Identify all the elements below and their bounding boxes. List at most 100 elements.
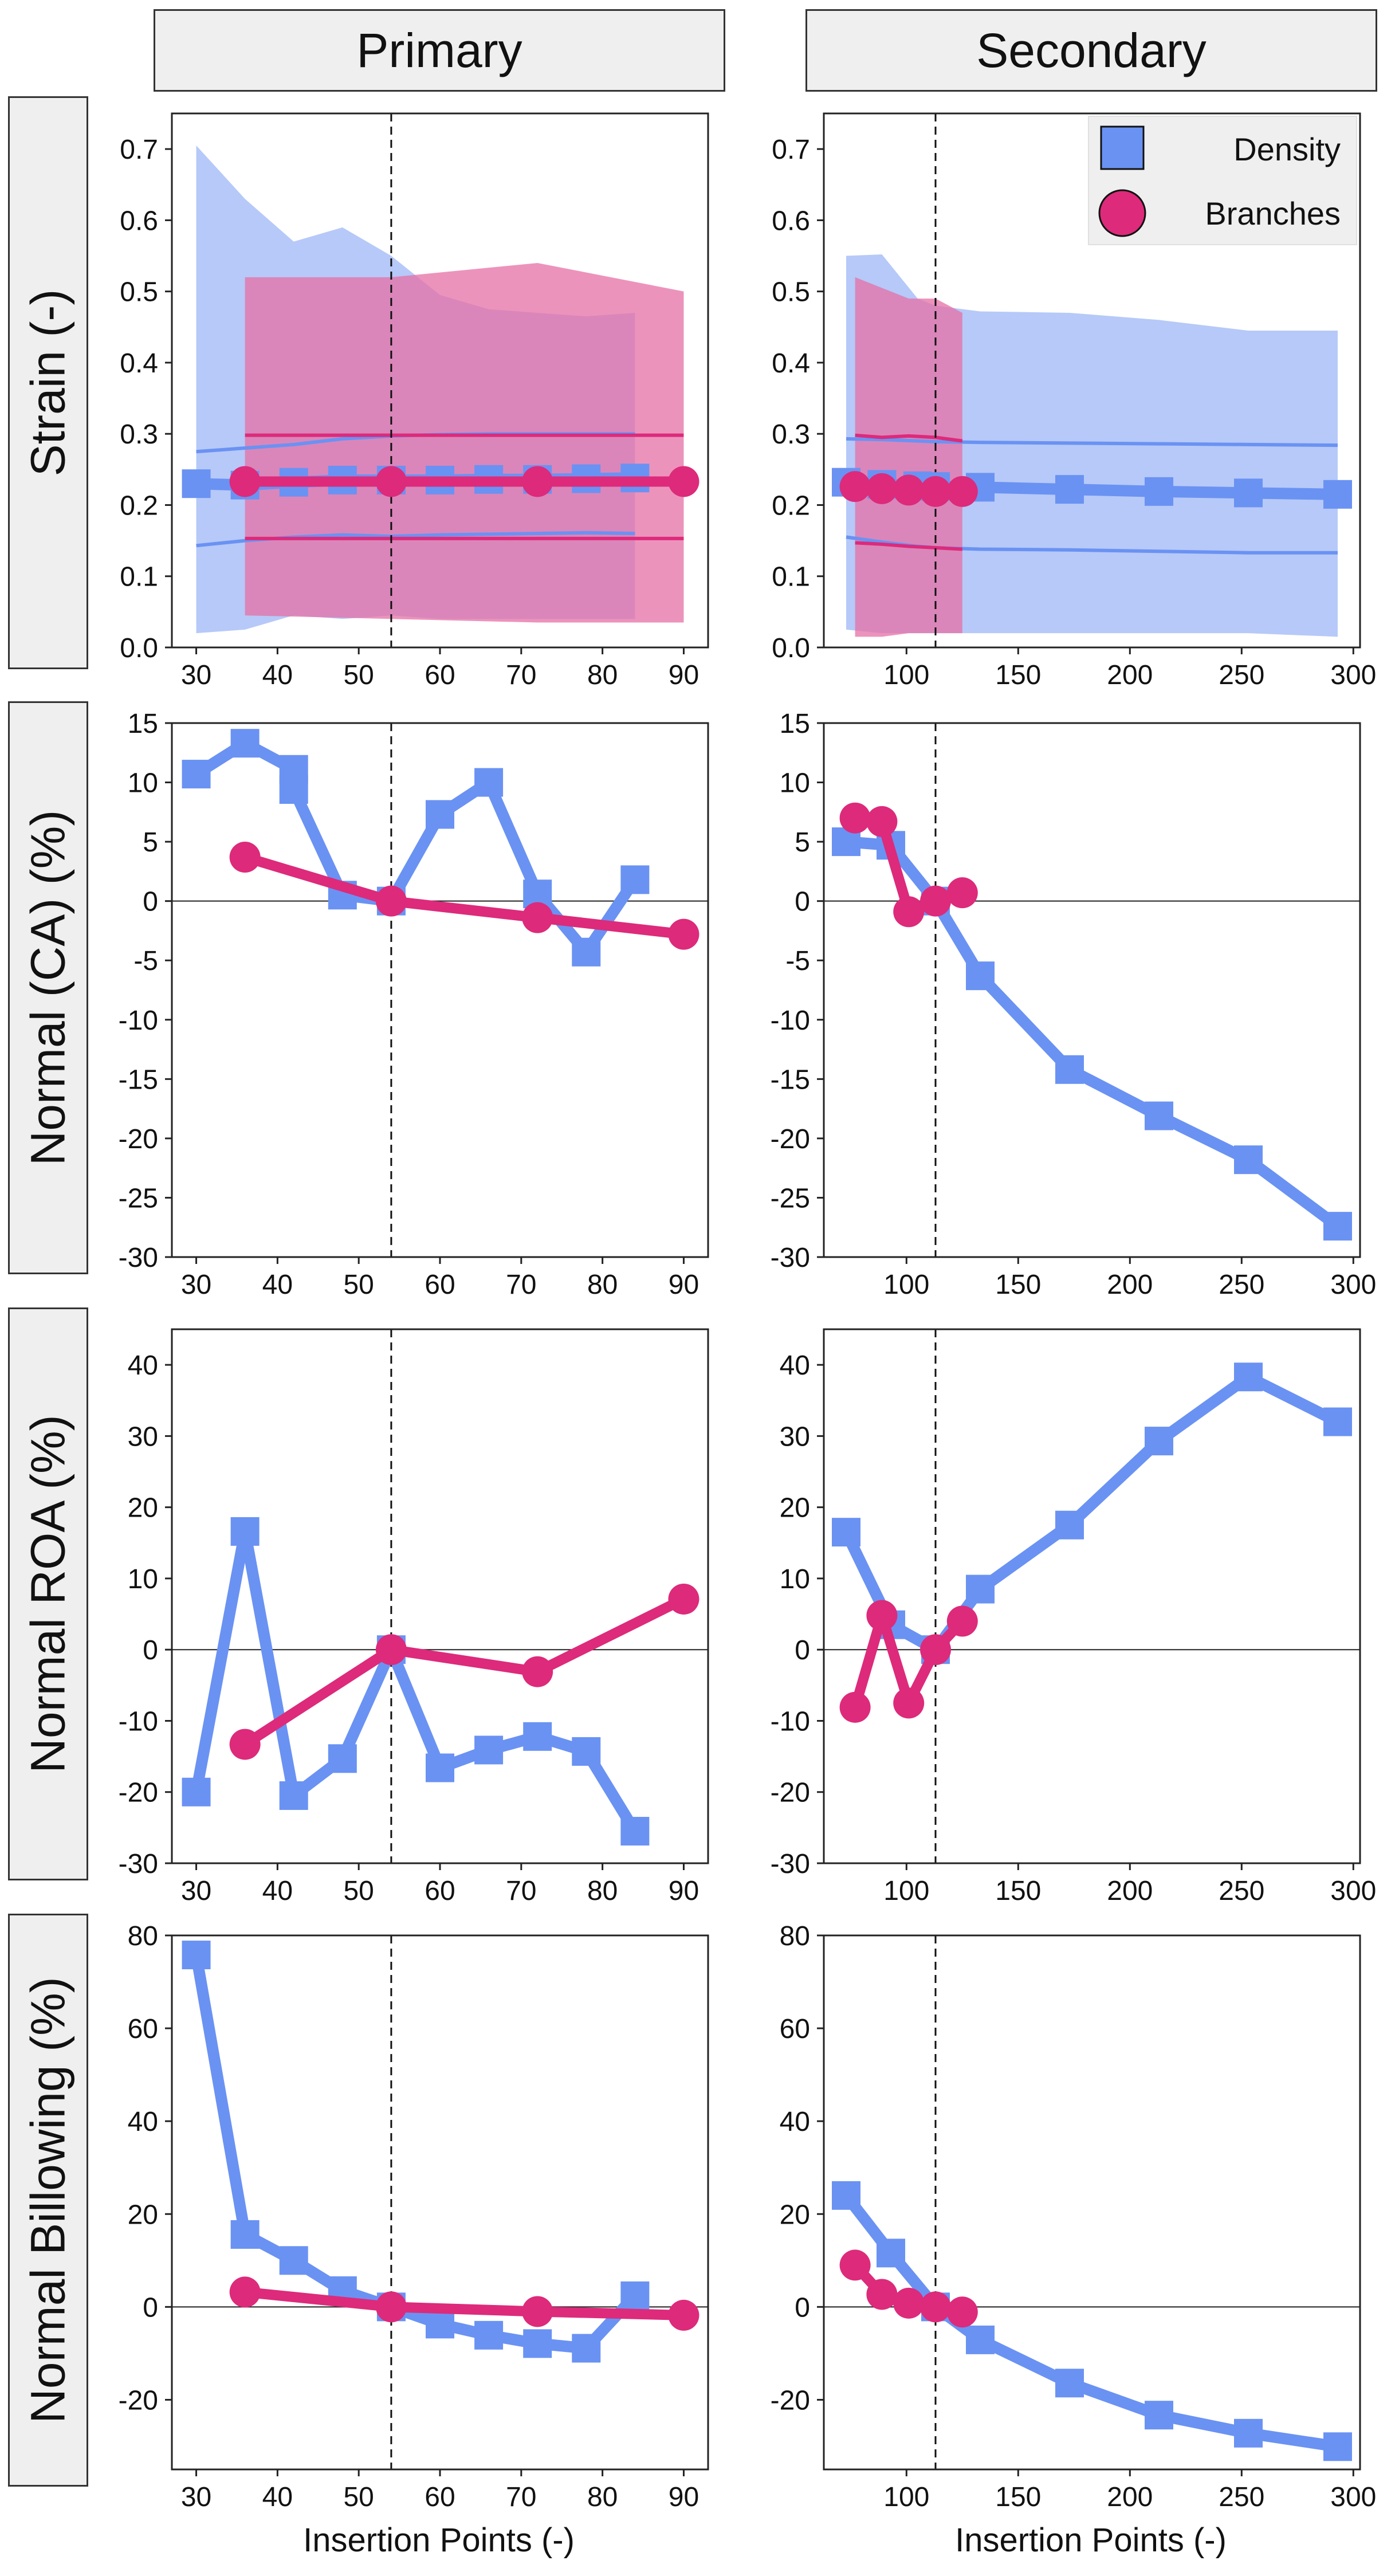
y-tick-label: 0.3 — [120, 419, 158, 450]
y-tick-label: 10 — [128, 1564, 158, 1595]
density-point — [474, 1735, 504, 1765]
density-point — [1323, 480, 1352, 509]
y-tick-label: -15 — [119, 1065, 158, 1095]
density-point — [426, 800, 454, 829]
x-tick-label: 80 — [587, 2482, 618, 2512]
density-series-line — [190, 1525, 640, 1835]
x-tick-label: 60 — [425, 1876, 455, 1906]
branches-range-band — [855, 277, 962, 637]
density-point — [966, 961, 995, 991]
branches-point — [839, 2249, 871, 2281]
density-point — [572, 1737, 601, 1766]
y-tick-label: -20 — [119, 1124, 158, 1155]
x-tick-label: 100 — [883, 1270, 929, 1300]
x-tick-label: 150 — [995, 2482, 1041, 2512]
y-tick-label: -25 — [771, 1183, 810, 1214]
y-tick-label: 0.0 — [120, 633, 158, 663]
x-axis-label-primary: Insertion Points (-) — [303, 2522, 575, 2559]
density-point — [182, 469, 211, 498]
y-tick-label: 0.1 — [120, 562, 158, 592]
density-point — [572, 2334, 601, 2363]
y-tick-label: 15 — [128, 709, 158, 739]
branches-point — [375, 2291, 407, 2323]
y-tick-label: 80 — [128, 1921, 158, 1951]
y-tick-label: -30 — [119, 1243, 158, 1273]
branches-point — [866, 2279, 898, 2310]
plot-area-0-1 — [832, 113, 1352, 647]
x-tick-label: 50 — [343, 1876, 374, 1906]
x-tick-label: 60 — [425, 1270, 455, 1300]
y-tick-label: -20 — [771, 2385, 810, 2416]
y-tick-label: 0.4 — [120, 348, 158, 379]
x-tick-label: 60 — [425, 2482, 455, 2512]
branches-point — [839, 471, 871, 502]
x-tick-label: 150 — [995, 1876, 1041, 1906]
density-point — [426, 2310, 454, 2339]
branches-series-line — [243, 852, 685, 940]
branches-point — [522, 2296, 553, 2327]
y-tick-label: 20 — [128, 2200, 158, 2230]
y-tick-label: -10 — [119, 1706, 158, 1737]
y-tick-label: 0.6 — [120, 206, 158, 236]
branches-series-line — [244, 2287, 684, 2320]
y-tick-label: -15 — [771, 1065, 810, 1095]
branches-point — [839, 1691, 871, 1723]
x-tick-label: 30 — [181, 2482, 211, 2512]
x-axis-label-secondary: Insertion Points (-) — [955, 2522, 1227, 2559]
x-tick-label: 70 — [506, 660, 536, 690]
branches-point — [375, 1634, 407, 1666]
plot-area-2-1 — [824, 1329, 1360, 1863]
density-point — [1055, 2369, 1084, 2398]
branches-point — [866, 1600, 898, 1631]
density-point — [966, 1574, 995, 1604]
branches-std-lower-line — [855, 541, 962, 551]
branches-point — [866, 473, 898, 504]
plot-area-3-1 — [824, 1935, 1360, 2469]
x-tick-label: 250 — [1219, 660, 1264, 690]
density-point — [1145, 1427, 1173, 1456]
density-point — [966, 2325, 995, 2354]
legend-density-label: Density — [1233, 131, 1341, 167]
density-point — [230, 2220, 260, 2249]
y-tick-label: 20 — [780, 1493, 810, 1523]
density-point — [279, 2246, 308, 2275]
y-tick-label: 40 — [128, 1350, 158, 1381]
y-tick-label: 40 — [128, 2107, 158, 2137]
branches-point — [946, 2296, 978, 2328]
y-tick-label: 0 — [143, 2292, 158, 2323]
y-tick-label: -25 — [119, 1183, 158, 1214]
x-tick-label: 80 — [587, 1876, 618, 1906]
x-tick-label: 150 — [995, 660, 1041, 690]
branches-point — [375, 885, 407, 917]
y-tick-label: 5 — [795, 827, 810, 858]
legend-branches-marker — [1098, 189, 1146, 237]
density-point — [1145, 2401, 1173, 2430]
density-point — [832, 2181, 860, 2210]
y-tick-label: -10 — [771, 1006, 810, 1036]
density-point — [1323, 2432, 1352, 2461]
y-tick-label: 0.3 — [772, 419, 810, 450]
legend-branches-label: Branches — [1205, 195, 1341, 231]
y-tick-label: -30 — [771, 1849, 810, 1879]
row-header-normal-roa: Normal ROA (%) — [8, 1307, 88, 1880]
branches-series-line — [242, 1594, 686, 1749]
x-tick-label: 200 — [1107, 1876, 1153, 1906]
density-point — [182, 1777, 211, 1807]
y-tick-label: -20 — [771, 1124, 810, 1155]
density-point — [182, 760, 211, 789]
y-tick-label: 10 — [128, 768, 158, 799]
y-tick-label: -20 — [119, 2385, 158, 2416]
y-tick-label: 60 — [780, 2014, 810, 2044]
plot-area-1-1 — [824, 723, 1360, 1257]
x-tick-label: 50 — [343, 2482, 374, 2512]
x-tick-label: 60 — [425, 660, 455, 690]
branches-point — [893, 474, 925, 506]
density-point — [230, 729, 260, 758]
y-tick-label: -10 — [771, 1706, 810, 1737]
legend: Density Branches — [1088, 116, 1357, 245]
density-point — [620, 865, 650, 894]
y-tick-label: -10 — [119, 1006, 158, 1036]
y-tick-label: 80 — [780, 1921, 810, 1951]
y-tick-label: 0.7 — [772, 135, 810, 165]
